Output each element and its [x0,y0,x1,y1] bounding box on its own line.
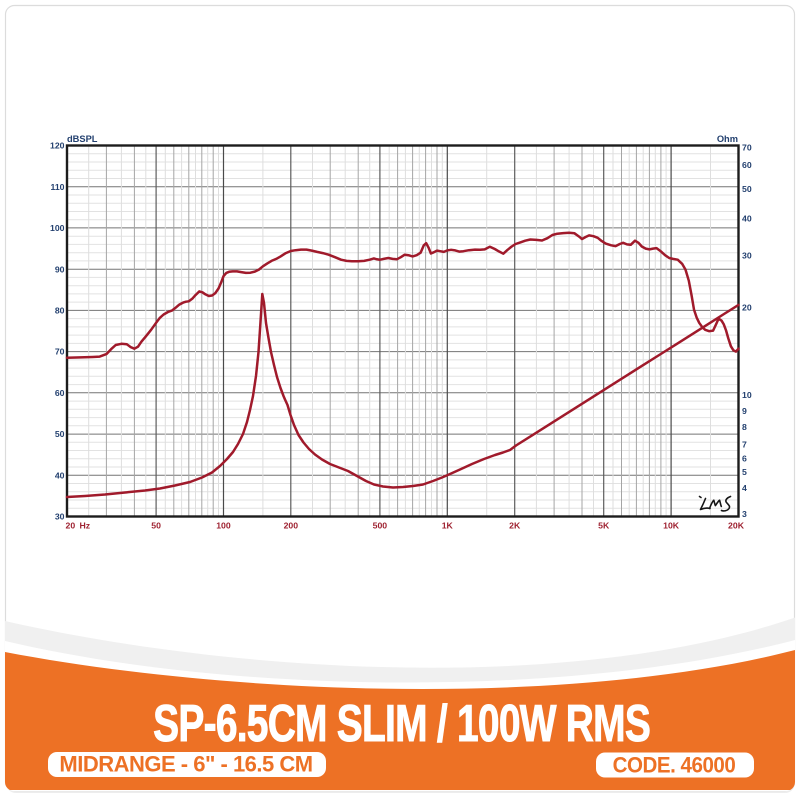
svg-text:70: 70 [55,347,65,357]
svg-text:50: 50 [151,521,161,531]
svg-text:40: 40 [742,214,752,224]
svg-text:3: 3 [742,509,747,519]
svg-text:200: 200 [284,521,299,531]
svg-text:2K: 2K [509,521,521,531]
svg-text:7: 7 [742,440,747,450]
svg-text:70: 70 [742,143,752,153]
svg-text:CODE. 46000: CODE. 46000 [613,753,736,778]
svg-text:5K: 5K [598,521,610,531]
svg-text:Hz: Hz [80,521,91,531]
svg-text:9: 9 [742,406,747,416]
svg-text:120: 120 [50,141,65,151]
svg-text:Ohm: Ohm [717,134,738,144]
svg-text:90: 90 [55,264,65,274]
svg-text:50: 50 [742,184,752,194]
svg-text:80: 80 [55,305,65,315]
svg-text:4: 4 [742,483,747,493]
svg-text:20: 20 [66,521,76,531]
svg-text:500: 500 [373,521,388,531]
svg-text:6: 6 [742,454,747,464]
svg-text:10K: 10K [663,521,680,531]
svg-text:8: 8 [742,422,747,432]
svg-text:10: 10 [742,390,752,400]
svg-text:1K: 1K [442,521,454,531]
svg-text:50: 50 [55,429,65,439]
svg-text:60: 60 [55,388,65,398]
svg-text:dBSPL: dBSPL [67,134,98,144]
svg-text:20K: 20K [728,521,745,531]
svg-text:SP-6.5CM SLIM / 100W RMS: SP-6.5CM SLIM / 100W RMS [153,693,650,752]
svg-text:MIDRANGE - 6" - 16.5 CM: MIDRANGE - 6" - 16.5 CM [59,752,312,777]
svg-text:5: 5 [742,467,747,477]
svg-text:20: 20 [742,303,752,313]
svg-text:40: 40 [55,470,65,480]
svg-text:60: 60 [742,160,752,170]
svg-text:30: 30 [55,512,65,522]
svg-text:100: 100 [216,521,231,531]
svg-text:100: 100 [50,223,65,233]
svg-text:110: 110 [50,182,64,192]
svg-text:30: 30 [742,251,752,261]
